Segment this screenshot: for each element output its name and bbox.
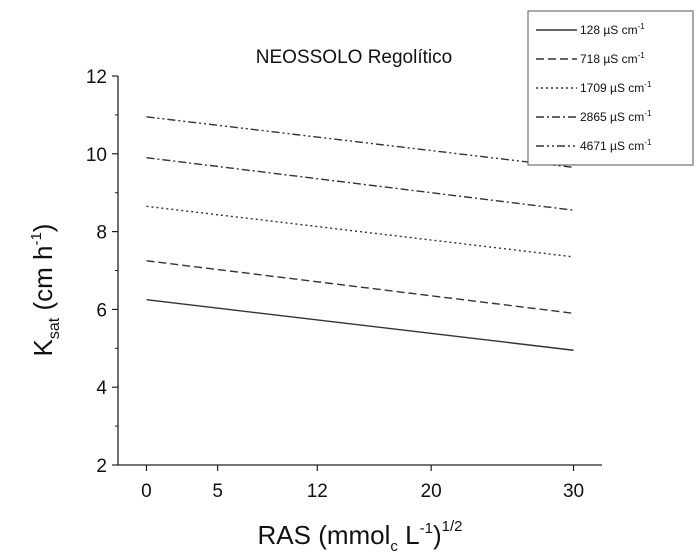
legend-item: 2865 µS cm-1 <box>536 109 652 124</box>
legend: 128 µS cm-1 718 µS cm-1 1709 µS cm-1 2865 µ… <box>527 10 694 166</box>
legend-item: 718 µS cm-1 <box>536 51 645 66</box>
y-axis-title: Ksat (cm h-1) <box>28 224 63 357</box>
legend-label: 1709 µS cm-1 <box>580 80 652 95</box>
y-tick-label: 4 <box>96 378 107 399</box>
series-line-3 <box>146 205 574 258</box>
legend-item: 4671 µS cm-1 <box>536 138 652 153</box>
y-tick-label: 10 <box>86 145 107 166</box>
series-line-5 <box>146 116 574 169</box>
legend-item: 1709 µS cm-1 <box>536 80 652 95</box>
legend-box <box>527 10 694 166</box>
series-line-4 <box>146 156 574 211</box>
x-tick-label: 0 <box>141 481 152 502</box>
x-ticks: 0 5 12 20 30 <box>141 465 584 502</box>
x-tick-label: 5 <box>212 481 223 502</box>
legend-label: 2865 µS cm-1 <box>580 109 652 124</box>
y-tick-label: 2 <box>96 456 107 477</box>
x-tick-label: 12 <box>307 481 328 502</box>
legend-item: 128 µS cm-1 <box>536 22 645 37</box>
y-tick-label: 12 <box>86 67 107 88</box>
legend-label: 128 µS cm-1 <box>580 22 645 37</box>
series-line-1 <box>146 298 574 351</box>
y-ticks: 2 4 6 8 10 12 <box>86 67 118 477</box>
x-tick-label: 30 <box>563 481 584 502</box>
y-tick-label: 6 <box>96 300 107 321</box>
series-line-2 <box>146 260 574 314</box>
series-lines <box>146 116 574 351</box>
x-tick-label: 20 <box>421 481 442 502</box>
y-tick-label: 8 <box>96 223 107 244</box>
legend-label: 4671 µS cm-1 <box>580 138 652 153</box>
x-axis-title: RAS (mmolc L-1)1/2 <box>258 518 463 555</box>
chart-title: NEOSSOLO Regolítico <box>256 47 452 68</box>
legend-label: 718 µS cm-1 <box>580 51 645 66</box>
